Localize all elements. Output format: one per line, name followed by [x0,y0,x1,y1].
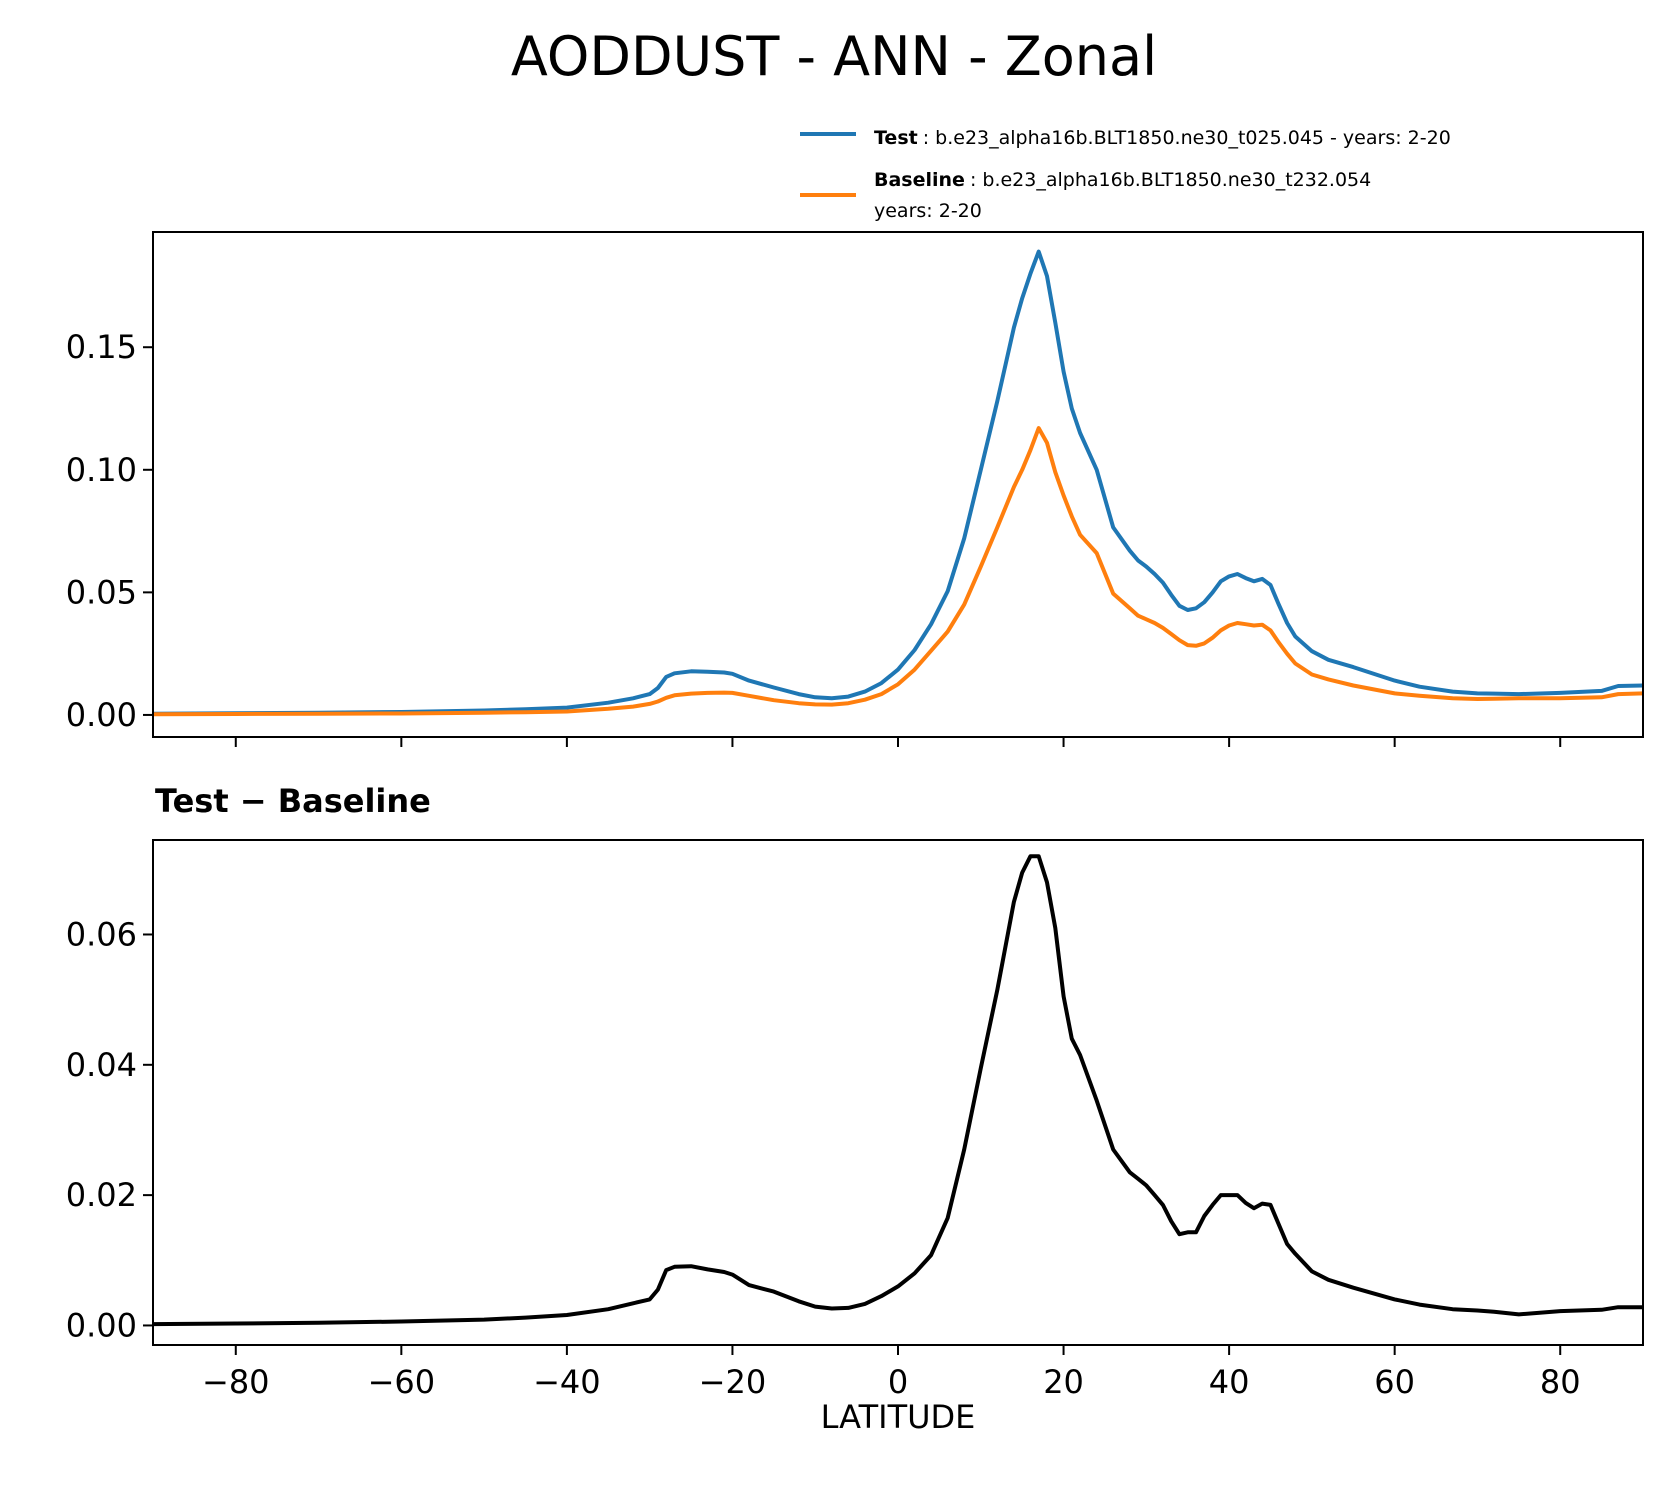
y-tick-label: 0.05 [66,573,137,611]
figure-title: AODDUST - ANN - Zonal [511,25,1157,88]
x-tick-label: −20 [699,1363,767,1401]
legend-test-label: Test [874,127,918,149]
y-tick-label: 0.02 [66,1176,137,1214]
top-x-ticks [234,737,1562,747]
bottom-y-ticks: 0.00 0.02 0.04 0.06 [66,915,153,1344]
y-tick-label: 0.04 [66,1046,137,1084]
bottom-x-ticks: −80 −60 −40 −20 0 20 40 60 80 [202,1345,1581,1401]
y-tick-label: 0.00 [66,696,137,734]
x-axis-label: LATITUDE [821,1398,976,1436]
legend-baseline-text: : b.e23_alpha16b.BLT1850.ne30_t232.054 [970,169,1371,191]
bottom-plot-frame [152,839,1644,1346]
x-tick-label: 80 [1540,1363,1581,1401]
legend-test-entry: Test: b.e23_alpha16b.BLT1850.ne30_t025.0… [874,127,1451,149]
x-tick-label: 0 [888,1363,908,1401]
legend-test-text: : b.e23_alpha16b.BLT1850.ne30_t025.045 -… [923,127,1451,149]
top-plot-frame [152,231,1644,738]
x-tick-label: 20 [1043,1363,1084,1401]
legend: Test: b.e23_alpha16b.BLT1850.ne30_t025.0… [800,127,1451,222]
difference-series-line [152,854,1643,1327]
x-tick-label: 60 [1374,1363,1415,1401]
x-tick-label: −40 [533,1363,601,1401]
bottom-panel: Test − Baseline 0.000.020.040.06 −80 −60−… [66,782,1644,1436]
baseline-series-line [152,426,1644,717]
top-panel: 0.00 0.05 0.10 0.15 [66,231,1644,747]
test-series-line [152,249,1644,716]
legend-baseline-label: Baseline [874,169,965,191]
bottom-series-group [152,854,1643,1327]
x-tick-label: 40 [1209,1363,1250,1401]
y-tick-label: 0.00 [66,1306,137,1344]
legend-baseline-entry: Baseline: b.e23_alpha16b.BLT1850.ne30_t2… [874,169,1371,191]
y-tick-label: 0.10 [66,451,137,489]
legend-baseline-text-line2: years: 2-20 [874,200,982,222]
y-tick-label: 0.15 [66,328,137,366]
y-tick-label: 0.06 [66,915,137,953]
top-y-ticks: 0.00 0.05 0.10 0.15 [66,328,153,734]
top-series-group [152,249,1644,717]
bottom-panel-title: Test − Baseline [155,782,431,820]
x-tick-label: −80 [202,1363,270,1401]
x-tick-label: −60 [368,1363,436,1401]
